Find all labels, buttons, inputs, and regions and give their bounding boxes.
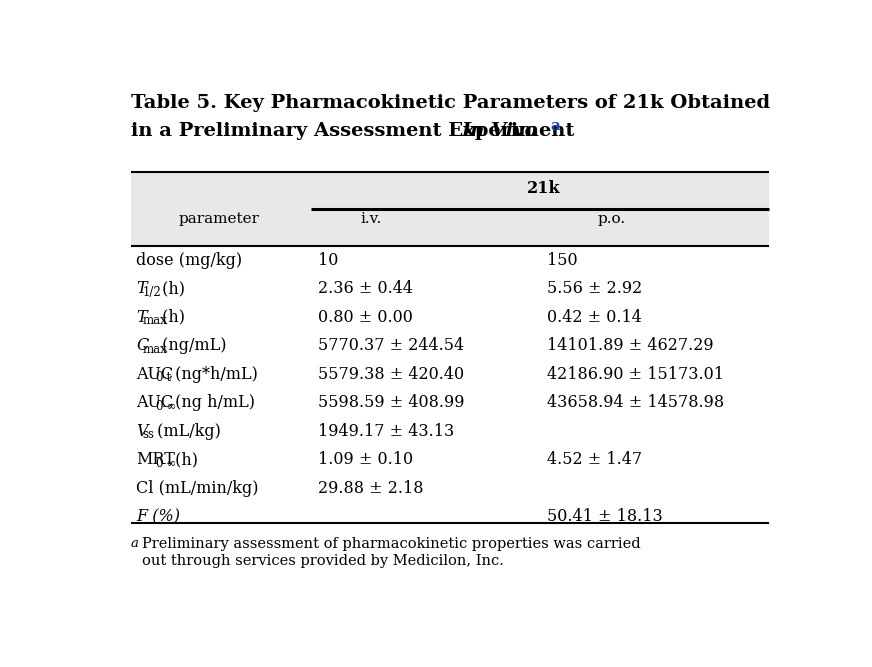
Text: MRT: MRT [136, 451, 175, 468]
Text: T: T [136, 309, 146, 325]
Text: 1949.17 ± 43.13: 1949.17 ± 43.13 [318, 423, 454, 440]
Text: 0.42 ± 0.14: 0.42 ± 0.14 [547, 309, 642, 325]
Text: 5.56 ± 2.92: 5.56 ± 2.92 [547, 280, 642, 297]
Text: In Vivo: In Vivo [461, 122, 538, 140]
Text: max: max [142, 314, 167, 327]
Text: Preliminary assessment of pharmacokinetic properties was carried: Preliminary assessment of pharmacokineti… [141, 537, 640, 551]
Text: AUC: AUC [136, 366, 174, 383]
Text: i.v.: i.v. [361, 213, 382, 227]
Text: 0-∞: 0-∞ [155, 400, 177, 413]
Text: 21k: 21k [527, 180, 561, 197]
Text: 10: 10 [318, 251, 338, 269]
Text: T: T [136, 280, 146, 297]
Text: (h): (h) [157, 280, 185, 297]
Text: 0.80 ± 0.00: 0.80 ± 0.00 [318, 309, 413, 325]
Text: p.o.: p.o. [597, 213, 625, 227]
Text: parameter: parameter [179, 213, 260, 227]
Text: a: a [551, 119, 561, 133]
Text: 5598.59 ± 408.99: 5598.59 ± 408.99 [318, 394, 465, 411]
Text: ss: ss [142, 428, 154, 441]
Text: 150: 150 [547, 251, 577, 269]
Text: 1.09 ± 0.10: 1.09 ± 0.10 [318, 451, 413, 468]
Text: AUC: AUC [136, 394, 174, 411]
Text: C: C [136, 338, 148, 354]
Bar [131, 245, 769, 523]
Text: dose (mg/kg): dose (mg/kg) [136, 251, 242, 269]
Text: max: max [142, 343, 167, 356]
Text: a: a [131, 537, 139, 550]
Text: 43658.94 ± 14578.98: 43658.94 ± 14578.98 [547, 394, 724, 411]
Text: (h): (h) [157, 309, 185, 325]
Text: 0-t: 0-t [155, 371, 172, 384]
Text: 5770.37 ± 244.54: 5770.37 ± 244.54 [318, 338, 465, 354]
Bar [131, 173, 769, 523]
Text: 1/2: 1/2 [142, 285, 161, 299]
Text: 14101.89 ± 4627.29: 14101.89 ± 4627.29 [547, 338, 713, 354]
Text: Cl (mL/min/kg): Cl (mL/min/kg) [136, 480, 259, 497]
Text: V: V [136, 423, 147, 440]
Text: F (%): F (%) [136, 508, 181, 525]
Text: in a Preliminary Assessment Experiment: in a Preliminary Assessment Experiment [131, 122, 581, 140]
Text: (mL/kg): (mL/kg) [152, 423, 221, 440]
Text: out through services provided by Medicilon, Inc.: out through services provided by Medicil… [141, 554, 503, 568]
Text: 5579.38 ± 420.40: 5579.38 ± 420.40 [318, 366, 465, 383]
Text: 29.88 ± 2.18: 29.88 ± 2.18 [318, 480, 424, 497]
Text: 2.36 ± 0.44: 2.36 ± 0.44 [318, 280, 413, 297]
Text: (ng*h/mL): (ng*h/mL) [170, 366, 258, 383]
Text: (h): (h) [170, 451, 198, 468]
Text: 4.52 ± 1.47: 4.52 ± 1.47 [547, 451, 642, 468]
Text: Table 5. Key Pharmacokinetic Parameters of 21k Obtained: Table 5. Key Pharmacokinetic Parameters … [131, 94, 770, 112]
Text: (ng/mL): (ng/mL) [157, 338, 226, 354]
Text: 0-∞: 0-∞ [155, 457, 177, 470]
Text: 50.41 ± 18.13: 50.41 ± 18.13 [547, 508, 663, 525]
Text: (ng h/mL): (ng h/mL) [170, 394, 255, 411]
Text: 42186.90 ± 15173.01: 42186.90 ± 15173.01 [547, 366, 724, 383]
